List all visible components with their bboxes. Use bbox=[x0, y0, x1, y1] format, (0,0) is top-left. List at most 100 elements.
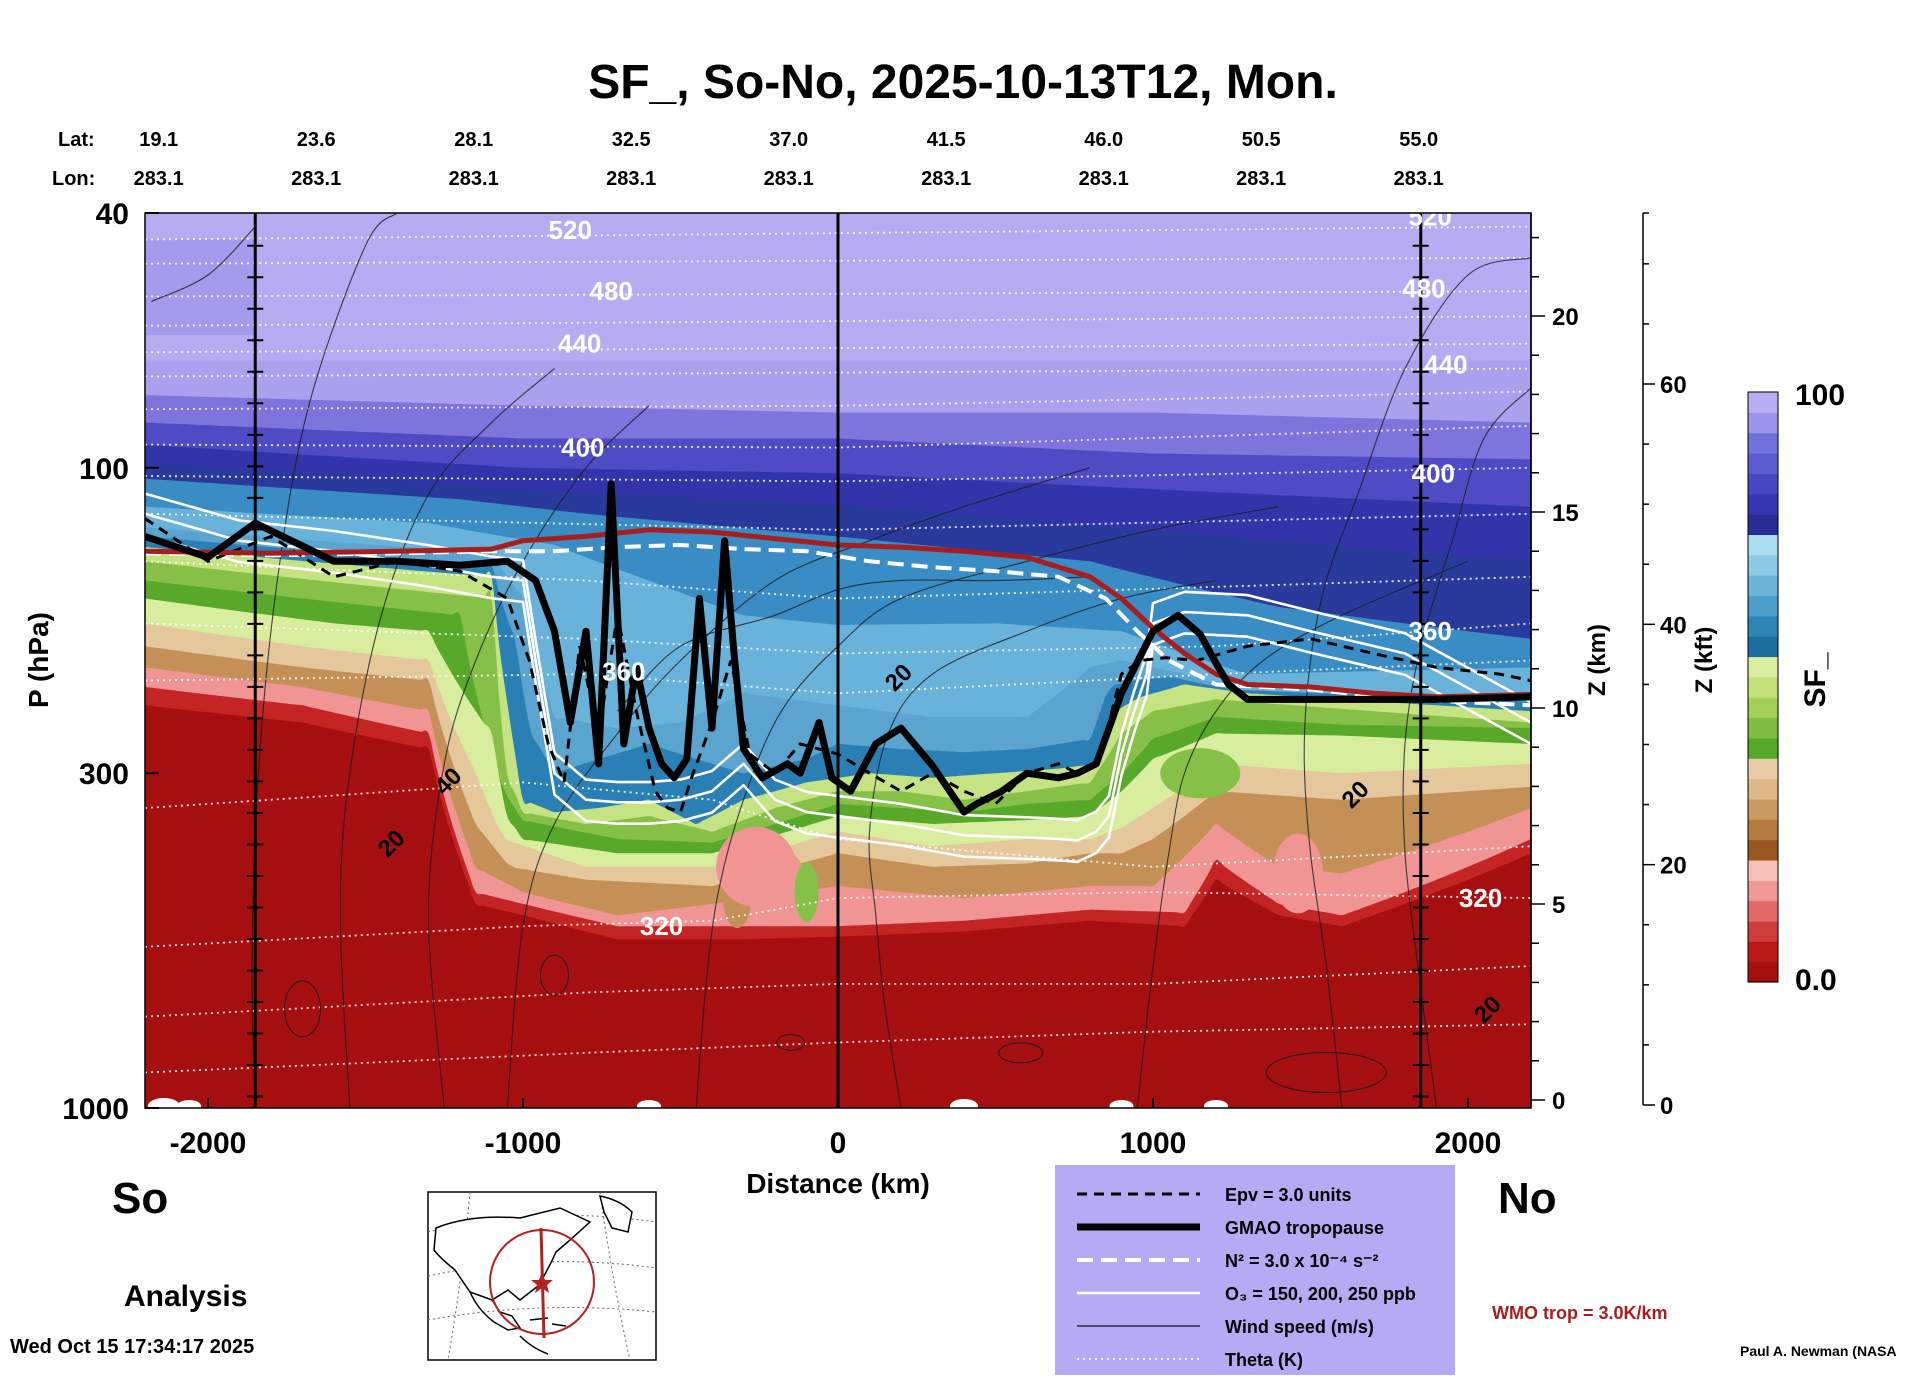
z-kft-tick-label: 20 bbox=[1660, 853, 1687, 880]
lon-value: 283.1 bbox=[1394, 168, 1444, 190]
series-line bbox=[145, 517, 1531, 814]
surface-spot bbox=[177, 1100, 202, 1108]
theta-label: 520 bbox=[1409, 201, 1452, 231]
theta-contour bbox=[145, 781, 1531, 868]
colorbar-max-label: 100 bbox=[1795, 379, 1845, 412]
wind-contour bbox=[251, 213, 398, 1108]
colorbar-swatch bbox=[1748, 453, 1778, 474]
lat-value: 55.0 bbox=[1399, 129, 1438, 151]
x-tick-label: 0 bbox=[830, 1127, 847, 1160]
z-km-tick-label: 0 bbox=[1552, 1088, 1565, 1115]
legend-text: Epv = 3.0 units bbox=[1225, 1185, 1352, 1205]
colorbar-swatch bbox=[1748, 859, 1778, 881]
theta-label: 320 bbox=[1459, 883, 1502, 913]
coastline-greenland bbox=[598, 1195, 633, 1233]
colorbar-swatch bbox=[1748, 636, 1778, 658]
colorbar-swatch bbox=[1748, 941, 1778, 963]
colorbar-swatch bbox=[1748, 758, 1778, 780]
colorbar-label: SF_ bbox=[1799, 652, 1832, 707]
lon-value: 283.1 bbox=[134, 168, 184, 190]
legend-items: Epv = 3.0 units GMAO tropopause N² = 3.0 x… bbox=[1077, 1185, 1416, 1370]
x-tick-label: -1000 bbox=[485, 1127, 562, 1160]
theta-label: 440 bbox=[1424, 350, 1467, 380]
legend-text: O₃ = 150, 200, 250 ppb bbox=[1225, 1284, 1416, 1304]
wind-closed-contour bbox=[776, 1033, 806, 1051]
wind-contour bbox=[339, 368, 555, 1108]
theta-contours bbox=[145, 225, 1531, 1074]
y-tick-label: 300 bbox=[79, 758, 129, 791]
wind-contour bbox=[1303, 257, 1531, 1108]
sf-blob bbox=[794, 862, 819, 923]
lat-value: 19.1 bbox=[139, 129, 178, 151]
colorbar-swatch bbox=[1748, 697, 1778, 719]
colorbar-swatch bbox=[1748, 656, 1778, 678]
station-verticals bbox=[247, 213, 1429, 1108]
colorbar-swatch bbox=[1748, 819, 1778, 841]
wind-closed-contour bbox=[284, 980, 321, 1038]
legend-box: Epv = 3.0 units GMAO tropopause N² = 3.0 x… bbox=[1055, 1165, 1455, 1375]
colorbar-swatch bbox=[1748, 473, 1778, 495]
z-km-tick-label: 10 bbox=[1552, 696, 1579, 723]
z-kft-tick-label: 60 bbox=[1660, 372, 1687, 399]
wmo-note: WMO trop = 3.0K/km bbox=[1492, 1303, 1668, 1323]
x-tick-label: -2000 bbox=[170, 1127, 247, 1160]
legend-text: N² = 3.0 x 10⁻⁴ s⁻² bbox=[1225, 1251, 1378, 1271]
lat-value: 50.5 bbox=[1242, 129, 1281, 151]
colorbar-swatch bbox=[1748, 798, 1778, 820]
z-km-axis: 20 15 10 5 0 bbox=[1530, 213, 1579, 1115]
theta-label: 480 bbox=[590, 276, 633, 306]
colorbar bbox=[1747, 391, 1779, 983]
inset-map bbox=[427, 1191, 657, 1361]
timestamp: Wed Oct 15 17:34:17 2025 bbox=[10, 1336, 254, 1358]
theta-label: 400 bbox=[1412, 458, 1455, 488]
colorbar-swatch bbox=[1748, 534, 1778, 556]
colorbar-swatch bbox=[1748, 717, 1778, 739]
wind-closed-contour bbox=[998, 1042, 1044, 1064]
center-star-icon bbox=[531, 1272, 553, 1293]
colorbar-swatch bbox=[1748, 615, 1778, 637]
colorbar-swatch bbox=[1748, 493, 1778, 515]
z-kft-tick-label: 40 bbox=[1660, 612, 1687, 639]
x-axis-label: Distance (km) bbox=[746, 1168, 930, 1199]
colorbar-swatch bbox=[1748, 575, 1778, 597]
wind-closed-contour bbox=[1265, 1051, 1387, 1093]
lon-value: 283.1 bbox=[764, 168, 814, 190]
x-axis: -2000 -1000 0 1000 2000 bbox=[170, 1098, 1502, 1160]
surface-spot bbox=[1204, 1100, 1228, 1108]
wind-contour bbox=[506, 467, 1091, 1108]
sf-blob bbox=[1272, 833, 1323, 914]
coastline-mexico bbox=[469, 1291, 522, 1331]
colorbar-swatch bbox=[1748, 514, 1778, 536]
wind-closed-contour bbox=[540, 954, 569, 996]
y-tick-label: 100 bbox=[79, 453, 129, 486]
colorbar-swatch bbox=[1748, 676, 1778, 698]
legend-text: Wind speed (m/s) bbox=[1225, 1317, 1374, 1337]
wind-contour bbox=[151, 226, 256, 302]
chart-title: SF_, So-No, 2025-10-13T12, Mon. bbox=[588, 56, 1338, 109]
surface-spot bbox=[637, 1100, 661, 1108]
theta-label: 360 bbox=[602, 656, 645, 686]
south-label: So bbox=[112, 1174, 168, 1223]
theta-label: 520 bbox=[549, 215, 592, 245]
north-label: No bbox=[1498, 1174, 1557, 1223]
lon-label: Lon: bbox=[52, 168, 95, 190]
station-labels: 19.1 283.1 23.6 283.1 28.1 283.1 32.5 283.1 37.0… bbox=[134, 129, 1444, 190]
analysis-label: Analysis bbox=[124, 1280, 247, 1313]
colorbar-swatch bbox=[1748, 839, 1778, 861]
surface-spot bbox=[950, 1099, 978, 1108]
colorbar-frame bbox=[1747, 391, 1779, 983]
colorbar-swatch bbox=[1748, 880, 1778, 902]
colorbar-swatch bbox=[1748, 737, 1778, 759]
lon-value: 283.1 bbox=[606, 168, 656, 190]
colorbar-swatch bbox=[1748, 920, 1778, 942]
y-axis-label: P (hPa) bbox=[23, 612, 54, 708]
theta-label: 360 bbox=[1409, 616, 1452, 646]
z-kft-tick-label: 0 bbox=[1660, 1093, 1673, 1120]
credit: Paul A. Newman (NASA bbox=[1740, 1343, 1897, 1359]
theta-contour bbox=[145, 891, 1531, 948]
lon-value: 283.1 bbox=[291, 168, 341, 190]
lat-label: Lat: bbox=[58, 129, 95, 151]
x-tick-label: 2000 bbox=[1435, 1127, 1502, 1160]
z-kft-axis: 60 40 20 0 bbox=[1642, 212, 1687, 1120]
